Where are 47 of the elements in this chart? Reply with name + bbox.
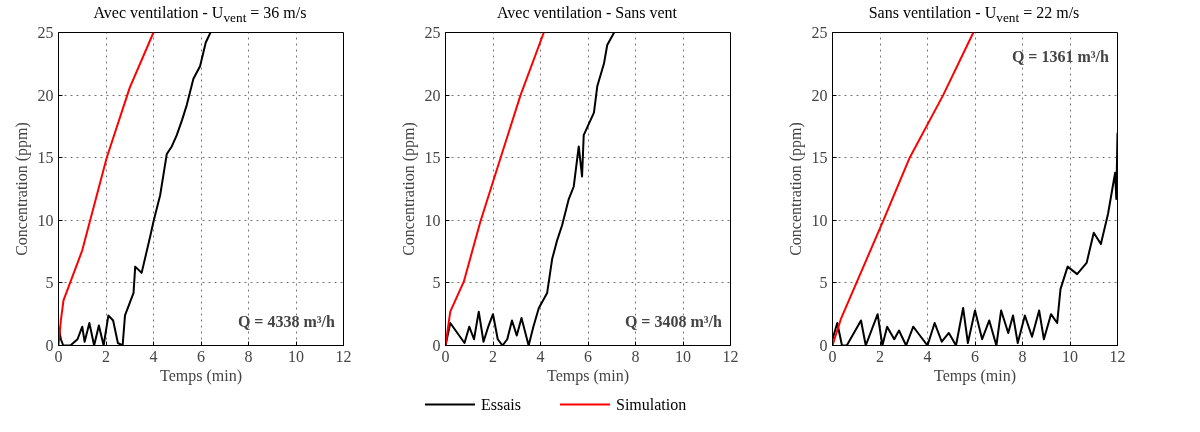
x-tick-label: 10 — [288, 347, 304, 365]
x-tick-label: 4 — [149, 347, 158, 365]
chart-title: Avec ventilation - Sans vent — [495, 3, 679, 23]
x-tick-label: 2 — [876, 347, 884, 365]
legend-label: Simulation — [616, 396, 687, 413]
x-tick-label: 8 — [244, 347, 253, 365]
x-tick-label: 6 — [197, 347, 205, 365]
y-tick-label: 25 — [424, 24, 441, 41]
x-tick-label: 2 — [489, 347, 497, 365]
y-tick-label: 25 — [811, 24, 828, 41]
annotation: Q = 1361 m³/h — [1011, 48, 1110, 66]
annotation: Q = 4338 m³/h — [237, 312, 336, 330]
y-tick-label: 20 — [424, 86, 441, 104]
y-tick-label: 5 — [432, 274, 441, 292]
x-tick-label: 6 — [584, 347, 592, 365]
x-tick-label: 10 — [1062, 347, 1078, 365]
x-tick-label: 2 — [102, 347, 110, 365]
x-tick-label: 8 — [631, 347, 640, 365]
y-tick-label: 15 — [424, 149, 441, 167]
y-tick-label: 20 — [811, 86, 828, 104]
y-tick-label: 15 — [811, 149, 828, 167]
legend-label: Essais — [481, 396, 521, 413]
x-tick-label: 6 — [971, 347, 979, 365]
x-axis-title: Temps (min) — [160, 366, 242, 385]
y-axis-title: Concentration (ppm) — [786, 122, 805, 256]
x-tick-label: 12 — [335, 347, 352, 365]
y-tick-label: 10 — [37, 211, 54, 229]
x-tick-label: 4 — [923, 347, 932, 365]
x-tick-label: 10 — [675, 347, 691, 365]
y-tick-label: 5 — [45, 274, 54, 292]
x-tick-label: 4 — [536, 347, 545, 365]
x-tick-label: 12 — [1109, 347, 1126, 365]
chart-title: Avec ventilation - U$_{vent}$ = 36 m/s — [93, 4, 307, 26]
y-tick-label: 20 — [37, 86, 54, 104]
y-tick-label: 15 — [37, 149, 54, 167]
y-tick-label: 10 — [424, 211, 441, 229]
y-axis-title: Concentration (ppm) — [399, 122, 418, 256]
y-tick-label: 5 — [819, 274, 828, 292]
x-tick-label: 12 — [722, 347, 739, 365]
x-tick-label: 8 — [1018, 347, 1027, 365]
y-tick-label: 10 — [811, 211, 828, 229]
chart-title: Sans ventilation - U$_{vent}$ = 22 m/s — [868, 4, 1080, 26]
x-axis-title: Temps (min) — [547, 366, 629, 385]
y-tick-label: 25 — [37, 24, 54, 41]
annotation: Q = 3408 m³/h — [624, 312, 723, 330]
x-axis-title: Temps (min) — [934, 366, 1016, 385]
y-axis-title: Concentration (ppm) — [12, 122, 31, 256]
